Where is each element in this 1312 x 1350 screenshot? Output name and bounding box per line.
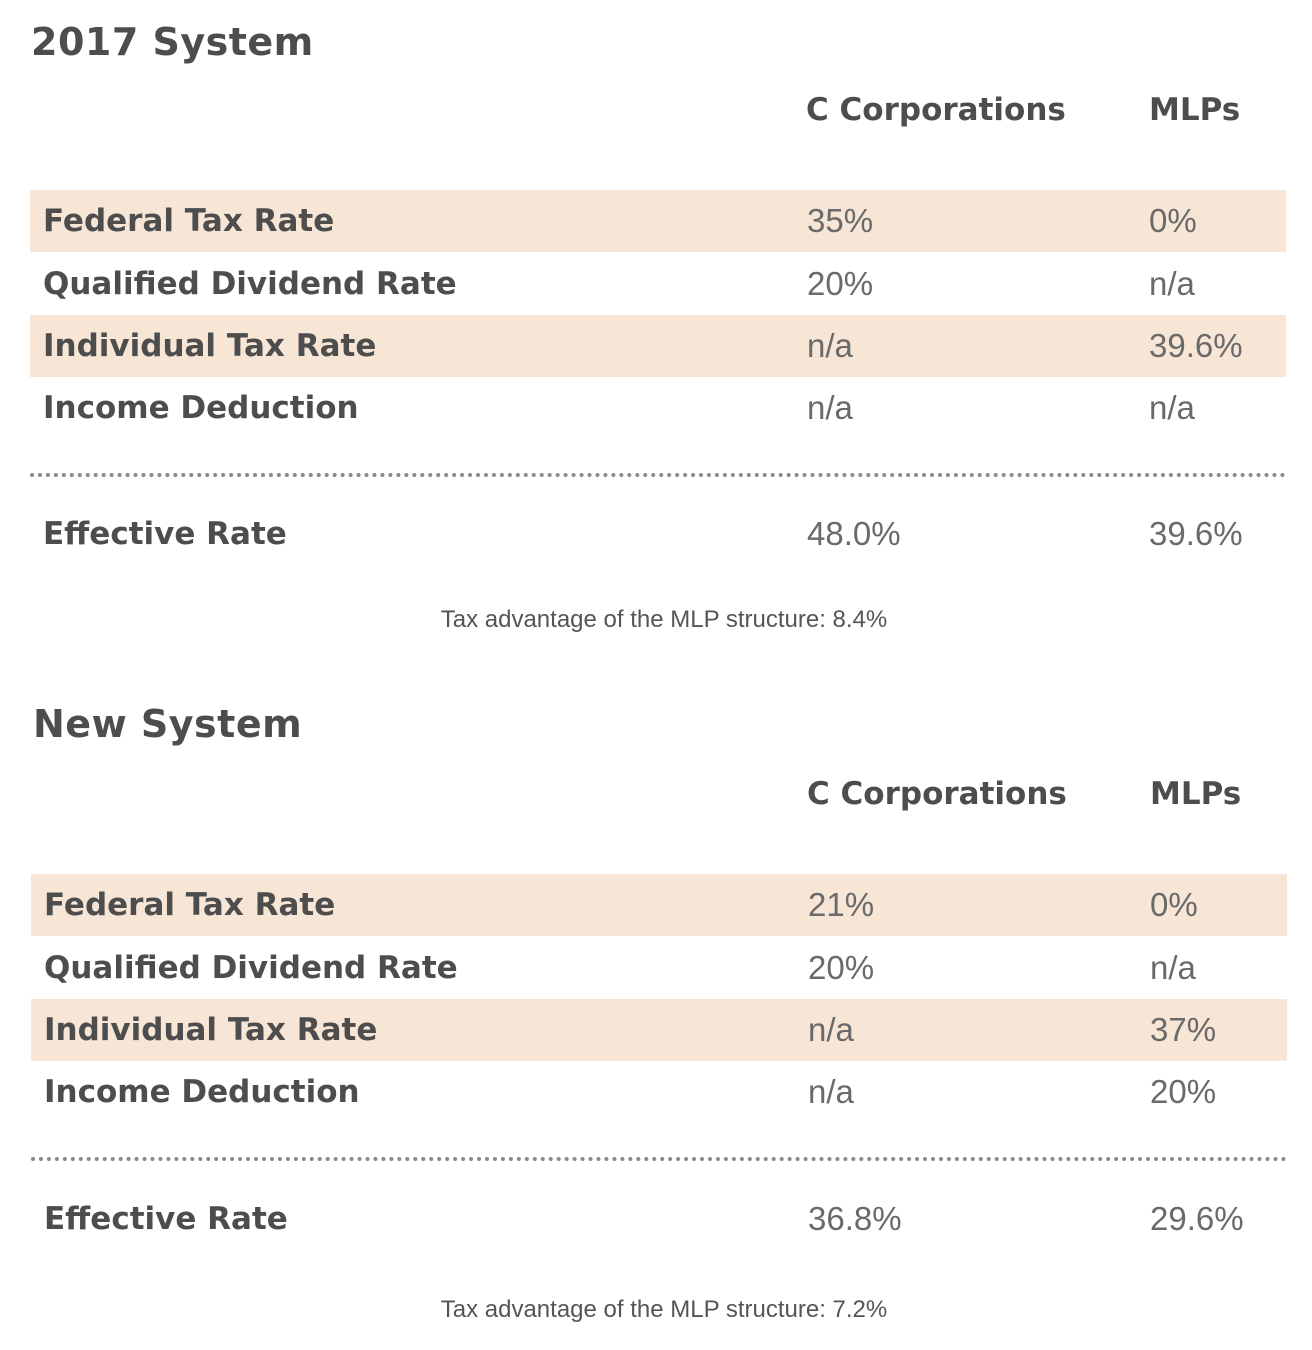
table-row: Federal Tax Rate 35% 0%	[30, 190, 1286, 252]
section-title: 2017 System	[31, 20, 314, 64]
row-label: Individual Tax Rate	[44, 1012, 378, 1048]
row-label: Income Deduction	[43, 390, 359, 426]
total-row: Effective Rate 48.0% 39.6%	[30, 503, 1286, 565]
dotted-divider	[30, 473, 1286, 477]
row-label: Qualified Dividend Rate	[43, 266, 457, 302]
row-label: Effective Rate	[43, 516, 287, 552]
row-label: Income Deduction	[44, 1074, 360, 1110]
table-row: Individual Tax Rate n/a 39.6%	[30, 315, 1286, 377]
c-corp-value: 20%	[807, 265, 874, 302]
row-label: Federal Tax Rate	[43, 203, 335, 239]
c-corp-value: n/a	[807, 327, 853, 364]
column-header-mlps: MLPs	[1150, 776, 1242, 812]
row-label: Federal Tax Rate	[44, 887, 336, 923]
c-corp-value: 35%	[807, 202, 874, 239]
column-header-c-corporations: C Corporations	[807, 776, 1067, 812]
mlp-value: 29.6%	[1150, 1200, 1244, 1237]
mlp-value: n/a	[1149, 389, 1195, 426]
table-row: Qualified Dividend Rate 20% n/a	[30, 253, 1286, 315]
table-row: Income Deduction n/a n/a	[30, 377, 1286, 439]
mlp-value: 0%	[1150, 886, 1198, 923]
mlp-value: 39.6%	[1149, 515, 1243, 552]
dotted-divider	[31, 1157, 1287, 1161]
mlp-value: 37%	[1150, 1011, 1217, 1048]
c-corp-value: n/a	[808, 1073, 854, 1110]
table-row: Individual Tax Rate n/a 37%	[31, 999, 1287, 1061]
column-header-mlps: MLPs	[1149, 92, 1241, 128]
row-label: Qualified Dividend Rate	[44, 950, 458, 986]
section-title: New System	[33, 702, 303, 746]
table-row: Income Deduction n/a 20%	[31, 1061, 1287, 1123]
c-corp-value: 36.8%	[808, 1200, 902, 1237]
mlp-value: n/a	[1150, 949, 1196, 986]
c-corp-value: n/a	[807, 389, 853, 426]
c-corp-value: 20%	[808, 949, 875, 986]
table-caption: Tax advantage of the MLP structure: 7.2%	[440, 1296, 888, 1323]
c-corp-value: 21%	[808, 886, 875, 923]
row-label: Individual Tax Rate	[43, 328, 377, 364]
table-caption: Tax advantage of the MLP structure: 8.4%	[440, 606, 888, 633]
column-header-c-corporations: C Corporations	[806, 92, 1066, 128]
mlp-value: n/a	[1149, 265, 1195, 302]
total-row: Effective Rate 36.8% 29.6%	[31, 1188, 1287, 1250]
c-corp-value: 48.0%	[807, 515, 901, 552]
mlp-value: 0%	[1149, 202, 1197, 239]
mlp-value: 20%	[1150, 1073, 1217, 1110]
table-row: Federal Tax Rate 21% 0%	[31, 874, 1287, 936]
table-row: Qualified Dividend Rate 20% n/a	[31, 937, 1287, 999]
row-label: Effective Rate	[44, 1201, 288, 1237]
mlp-value: 39.6%	[1149, 327, 1243, 364]
c-corp-value: n/a	[808, 1011, 854, 1048]
